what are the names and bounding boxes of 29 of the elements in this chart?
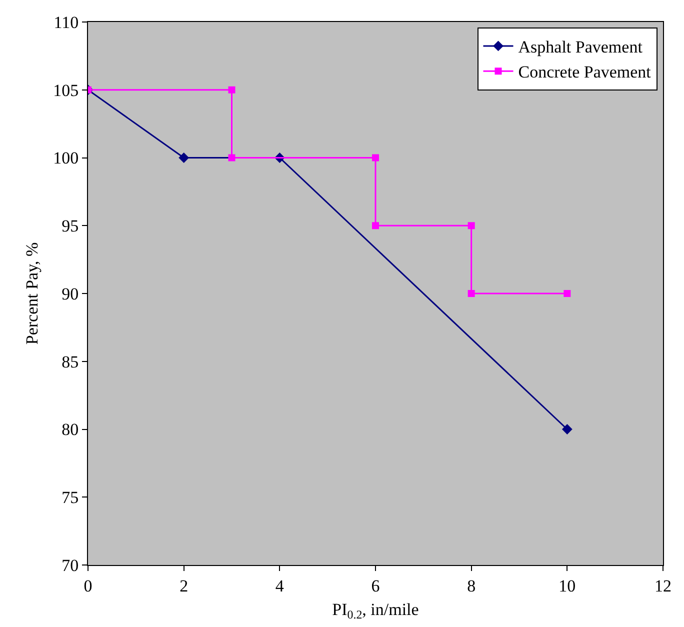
x-tick-label: 10 <box>558 576 576 596</box>
x-tick-label: 4 <box>275 576 284 596</box>
x-tick-label: 2 <box>180 576 188 596</box>
point <box>228 86 236 94</box>
y-tick-label: 105 <box>53 80 79 100</box>
point <box>562 424 572 434</box>
y-tick-label: 90 <box>62 284 79 304</box>
x-tick-label: 0 <box>84 576 92 596</box>
legend-label: Concrete Pavement <box>518 62 652 82</box>
point <box>468 222 475 230</box>
point <box>468 290 475 297</box>
point <box>564 290 571 297</box>
y-axis-title: Percent Pay, % <box>22 242 42 345</box>
y-tick-label: 110 <box>54 12 79 32</box>
y-tick-label: 80 <box>62 420 79 440</box>
y-tick-label: 70 <box>62 556 79 575</box>
y-tick-label: 100 <box>53 148 79 168</box>
x-axis-title: PI$_{0.2}$, in/mile <box>332 600 419 622</box>
point <box>372 222 379 230</box>
x-tick-label: 8 <box>467 576 476 596</box>
point <box>372 154 379 162</box>
y-tick-label: 75 <box>62 488 79 508</box>
legend-label: Asphalt Pavement <box>518 38 643 57</box>
y-tick-label: 85 <box>62 352 79 372</box>
x-tick-label: 12 <box>654 576 672 596</box>
y-tick-label: 95 <box>62 216 79 236</box>
point <box>228 154 236 162</box>
x-tick-label: 6 <box>371 576 380 596</box>
point <box>178 152 190 163</box>
